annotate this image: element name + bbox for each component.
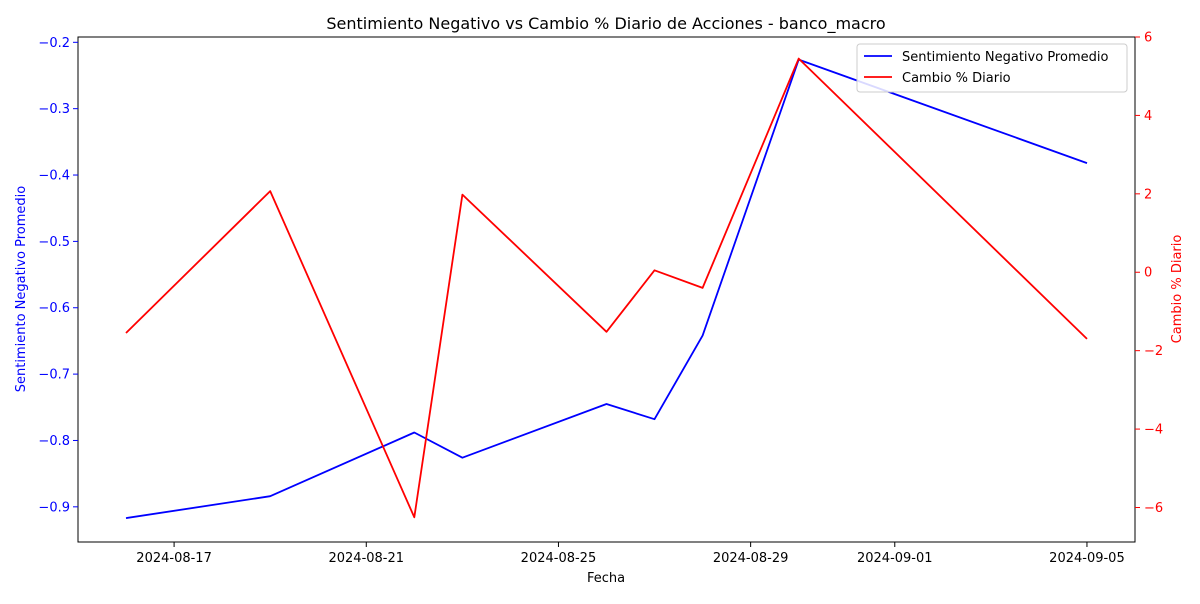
y-left-tick-label: −0.4 [38, 169, 70, 184]
y-right-tick-label: −2 [1144, 344, 1163, 359]
x-axis-label: Fecha [587, 571, 625, 586]
y-right-tick-label: −4 [1144, 423, 1163, 438]
y-axis-right-label: Cambio % Diario [1170, 235, 1185, 344]
y-left-tick-label: −0.5 [38, 235, 70, 250]
x-tick-label: 2024-08-17 [136, 551, 212, 566]
legend: Sentimiento Negativo Promedio Cambio % D… [856, 43, 1128, 93]
x-tick-label: 2024-08-21 [328, 551, 404, 566]
y-left-tick-label: −0.3 [38, 102, 70, 117]
y-right-tick-label: 4 [1144, 109, 1152, 124]
y-right-tick-label: −6 [1144, 501, 1163, 516]
y-right-tick-label: 0 [1144, 266, 1152, 281]
chart-title: Sentimiento Negativo vs Cambio % Diario … [326, 14, 885, 34]
series-line-0 [125, 58, 1088, 519]
y-right-tick-label: 2 [1144, 187, 1152, 202]
y-left-tick-label: −0.9 [38, 500, 70, 515]
y-left-tick-label: −0.2 [38, 36, 70, 51]
x-tick-label: 2024-09-01 [857, 551, 933, 566]
legend-box [856, 43, 1128, 93]
legend-label-sentimiento: Sentimiento Negativo Promedio [902, 50, 1108, 65]
y-left-tick-label: −0.6 [38, 301, 70, 316]
y-left-tick-label: −0.7 [38, 368, 70, 383]
x-tick-label: 2024-08-25 [521, 551, 597, 566]
x-tick-label: 2024-08-29 [713, 551, 789, 566]
plot-frame [77, 36, 1136, 543]
x-tick-label: 2024-09-05 [1049, 551, 1125, 566]
x-axis: 2024-08-17 2024-08-21 2024-08-25 2024-08-29… [136, 542, 1125, 566]
y-right-tick-label: 6 [1144, 31, 1152, 46]
y-axis-left: −0.9 −0.8 −0.7 −0.6 −0.5 −0.4 −0.3 −0.2 [38, 36, 78, 515]
y-left-tick-label: −0.8 [38, 434, 70, 449]
plot-area [77, 36, 1136, 543]
legend-label-cambio: Cambio % Diario [902, 71, 1011, 86]
y-axis-left-label: Sentimiento Negativo Promedio [14, 186, 29, 392]
y-axis-right: −6 −4 −2 0 2 4 6 [1135, 31, 1163, 516]
series-line-1 [125, 57, 1088, 519]
